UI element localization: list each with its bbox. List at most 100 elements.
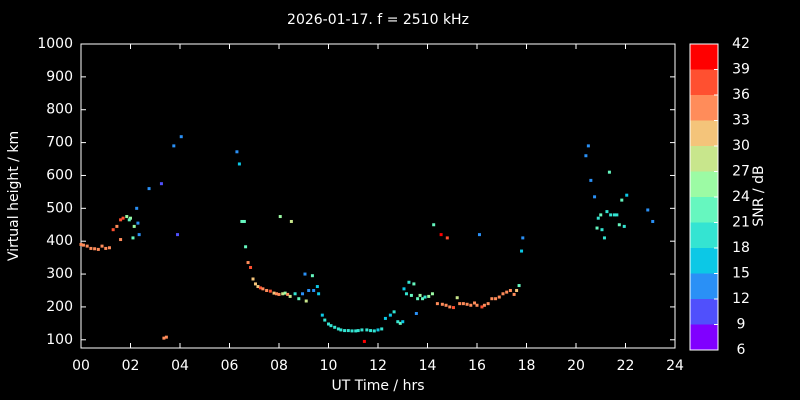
colorbar-tick-label: 33 bbox=[732, 113, 750, 129]
data-point bbox=[480, 305, 484, 309]
data-point bbox=[89, 246, 93, 250]
data-point bbox=[323, 318, 327, 322]
data-point bbox=[482, 303, 486, 307]
colorbar-band bbox=[690, 248, 718, 274]
colorbar-tick-label: 24 bbox=[732, 189, 750, 205]
data-point bbox=[609, 213, 613, 217]
y-tick-label: 400 bbox=[46, 233, 73, 249]
data-point bbox=[115, 224, 119, 228]
x-tick-label: 16 bbox=[468, 358, 486, 374]
data-point bbox=[356, 329, 360, 333]
colorbar-band bbox=[690, 44, 718, 70]
data-point bbox=[251, 277, 255, 281]
data-point bbox=[132, 224, 136, 228]
x-tick-label: 08 bbox=[270, 358, 288, 374]
data-point bbox=[312, 288, 316, 292]
colorbar-band bbox=[690, 146, 718, 172]
data-point bbox=[521, 236, 525, 240]
data-point bbox=[383, 316, 387, 320]
data-point bbox=[396, 320, 400, 324]
data-point bbox=[589, 178, 593, 182]
data-point bbox=[515, 288, 519, 292]
data-point bbox=[137, 233, 141, 237]
data-point bbox=[360, 328, 364, 332]
colorbar-band bbox=[690, 324, 718, 350]
data-point bbox=[372, 329, 376, 333]
data-point bbox=[475, 303, 479, 307]
colorbar-tick-label: 15 bbox=[732, 266, 750, 282]
data-point bbox=[283, 291, 287, 295]
data-point bbox=[135, 206, 139, 210]
data-point bbox=[237, 162, 241, 166]
data-point bbox=[315, 285, 319, 289]
data-point bbox=[277, 292, 281, 296]
data-point bbox=[398, 321, 402, 325]
data-point bbox=[307, 288, 311, 292]
colorbar-tick-label: 6 bbox=[737, 342, 746, 358]
data-point bbox=[365, 328, 369, 332]
data-point bbox=[297, 297, 301, 301]
data-point bbox=[235, 150, 239, 154]
colorbar-band bbox=[690, 120, 718, 146]
data-point bbox=[93, 247, 97, 251]
data-point bbox=[346, 329, 350, 333]
data-point bbox=[111, 228, 115, 232]
data-point bbox=[172, 144, 176, 148]
data-point bbox=[317, 292, 321, 296]
y-tick-label: 200 bbox=[46, 299, 73, 315]
data-point bbox=[444, 303, 448, 307]
y-tick-label: 600 bbox=[46, 167, 73, 183]
data-point bbox=[79, 242, 83, 246]
data-point bbox=[617, 223, 621, 227]
data-point bbox=[242, 219, 246, 223]
colorbar-band bbox=[690, 69, 718, 95]
data-point bbox=[131, 236, 135, 240]
data-point bbox=[244, 245, 248, 249]
colorbar-band bbox=[690, 273, 718, 299]
x-tick-label: 10 bbox=[320, 358, 338, 374]
data-point bbox=[272, 291, 276, 295]
data-point bbox=[246, 261, 250, 265]
y-tick-label: 800 bbox=[46, 102, 73, 118]
data-point bbox=[418, 293, 422, 297]
y-tick-label: 100 bbox=[46, 332, 73, 348]
colorbar-tick-label: 39 bbox=[732, 62, 750, 78]
data-point bbox=[435, 302, 439, 306]
data-point bbox=[362, 339, 366, 343]
y-tick-label: 1000 bbox=[37, 36, 73, 52]
data-point bbox=[599, 213, 603, 217]
data-point bbox=[402, 287, 406, 291]
x-tick-label: 02 bbox=[122, 358, 140, 374]
data-point bbox=[477, 233, 481, 237]
colorbar-band bbox=[690, 171, 718, 197]
data-point bbox=[107, 246, 111, 250]
data-point bbox=[646, 208, 650, 212]
y-tick-label: 900 bbox=[46, 69, 73, 85]
data-point bbox=[350, 329, 354, 333]
data-point bbox=[278, 215, 282, 219]
x-tick-label: 14 bbox=[419, 358, 437, 374]
data-point bbox=[286, 292, 290, 296]
y-tick-label: 500 bbox=[46, 200, 73, 216]
x-axis-label: UT Time / hrs bbox=[331, 378, 424, 394]
colorbar-band bbox=[690, 95, 718, 121]
data-point bbox=[136, 221, 140, 225]
data-point bbox=[176, 233, 180, 237]
data-point bbox=[615, 213, 619, 217]
plot-frame bbox=[80, 43, 676, 349]
data-point bbox=[501, 292, 505, 296]
data-point bbox=[461, 302, 465, 306]
data-point bbox=[261, 287, 265, 291]
data-point bbox=[490, 297, 494, 301]
data-point bbox=[407, 280, 411, 284]
data-point bbox=[602, 236, 606, 240]
data-point bbox=[125, 215, 129, 219]
data-point bbox=[256, 285, 260, 289]
data-point bbox=[293, 292, 297, 296]
data-point bbox=[494, 297, 498, 301]
data-point bbox=[401, 320, 405, 324]
colorbar-tick-label: 21 bbox=[732, 215, 750, 231]
data-point bbox=[620, 198, 624, 202]
data-point bbox=[147, 187, 151, 191]
